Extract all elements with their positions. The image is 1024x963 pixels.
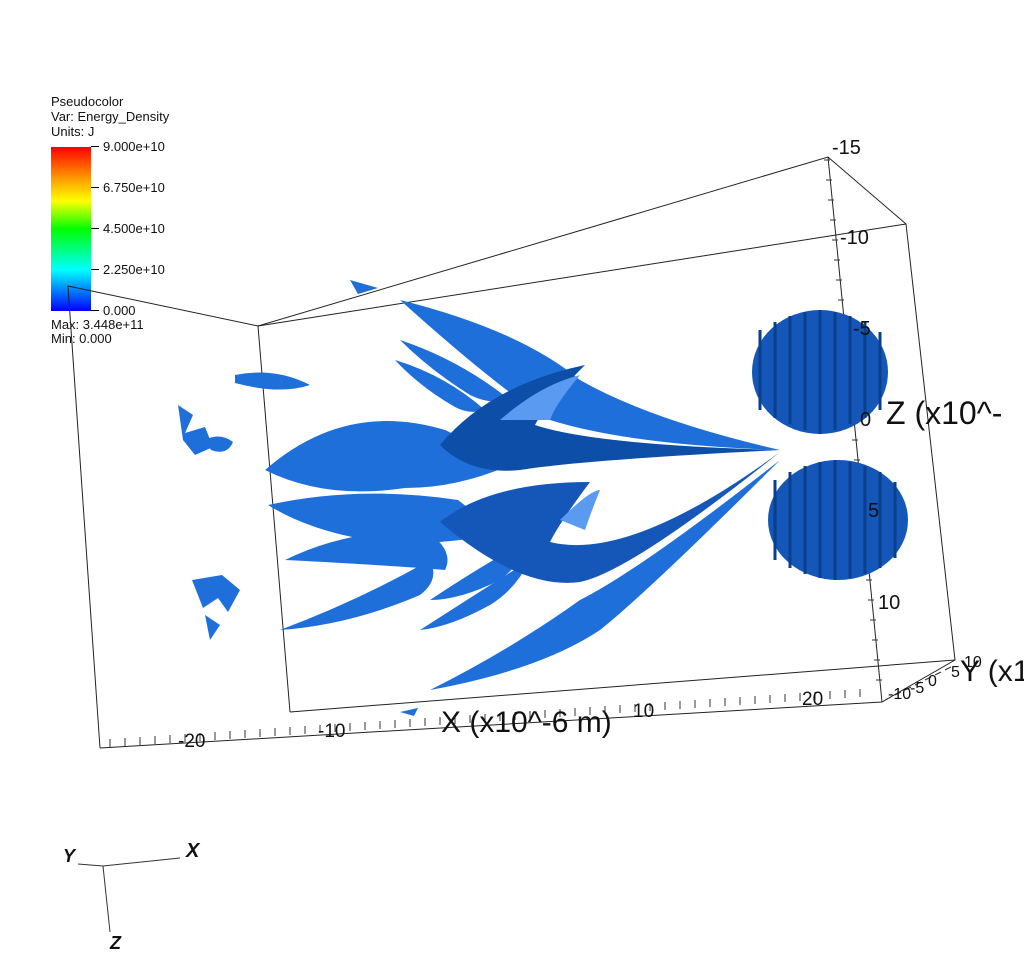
- x-tick-label: 20: [802, 689, 824, 710]
- y-tick-label: -5: [910, 680, 925, 697]
- x-tick-label: -10: [318, 721, 346, 742]
- z-tick-label: 5: [868, 500, 880, 522]
- bounding-box: [67, 156, 956, 749]
- triad-label-y: Y: [63, 846, 76, 866]
- colorbar: [51, 147, 91, 311]
- colorbar-tick: [91, 269, 99, 270]
- isosurface-laser-pulse: [752, 310, 908, 580]
- legend-variable: Var: Energy_Density: [51, 109, 170, 124]
- colorbar-tick-label: 2.250e+10: [103, 262, 165, 277]
- colorbar-tick-label: 9.000e+10: [103, 139, 165, 154]
- z-axis-title: Z (x10^-: [886, 395, 1003, 431]
- colorbar-tick-label: 4.500e+10: [103, 221, 165, 236]
- y-axis-ticks: [884, 666, 952, 701]
- colorbar-tick: [91, 146, 99, 147]
- z-tick-label: 0: [860, 409, 872, 431]
- colorbar-tick-label: 0.000: [103, 303, 136, 318]
- y-tick-label: 10: [964, 654, 982, 671]
- y-axis-title: Y (x1: [960, 655, 1024, 688]
- isosurface-shock-cone: [400, 300, 780, 690]
- x-axis-title: X (x10^-6 m): [441, 706, 612, 739]
- colorbar-tick: [91, 228, 99, 229]
- legend-max: Max: 3.448e+11: [51, 317, 144, 332]
- triad-label-x: X: [186, 840, 200, 862]
- triad-label-z: Z: [110, 933, 121, 953]
- y-tick-label: 0: [928, 673, 937, 690]
- orientation-triad: [77, 857, 181, 933]
- z-tick-label: -15: [832, 137, 861, 159]
- colorbar-tick-label: 6.750e+10: [103, 180, 165, 195]
- y-tick-label: 5: [951, 664, 960, 681]
- x-tick-label: -20: [178, 731, 206, 752]
- colorbar-tick: [91, 310, 99, 311]
- z-tick-label: -10: [840, 227, 869, 249]
- isosurface-left-fragments: [178, 280, 418, 716]
- x-tick-label: 10: [633, 701, 655, 722]
- z-tick-label: 10: [878, 592, 901, 614]
- legend-min: Min: 0.000: [51, 331, 112, 346]
- z-tick-label: -5: [853, 318, 871, 340]
- colorbar-tick: [91, 187, 99, 188]
- legend-plot-type: Pseudocolor: [51, 94, 124, 109]
- x-axis-ticks: [109, 689, 861, 747]
- legend-units: Units: J: [51, 124, 95, 139]
- y-tick-label: -10: [888, 686, 912, 703]
